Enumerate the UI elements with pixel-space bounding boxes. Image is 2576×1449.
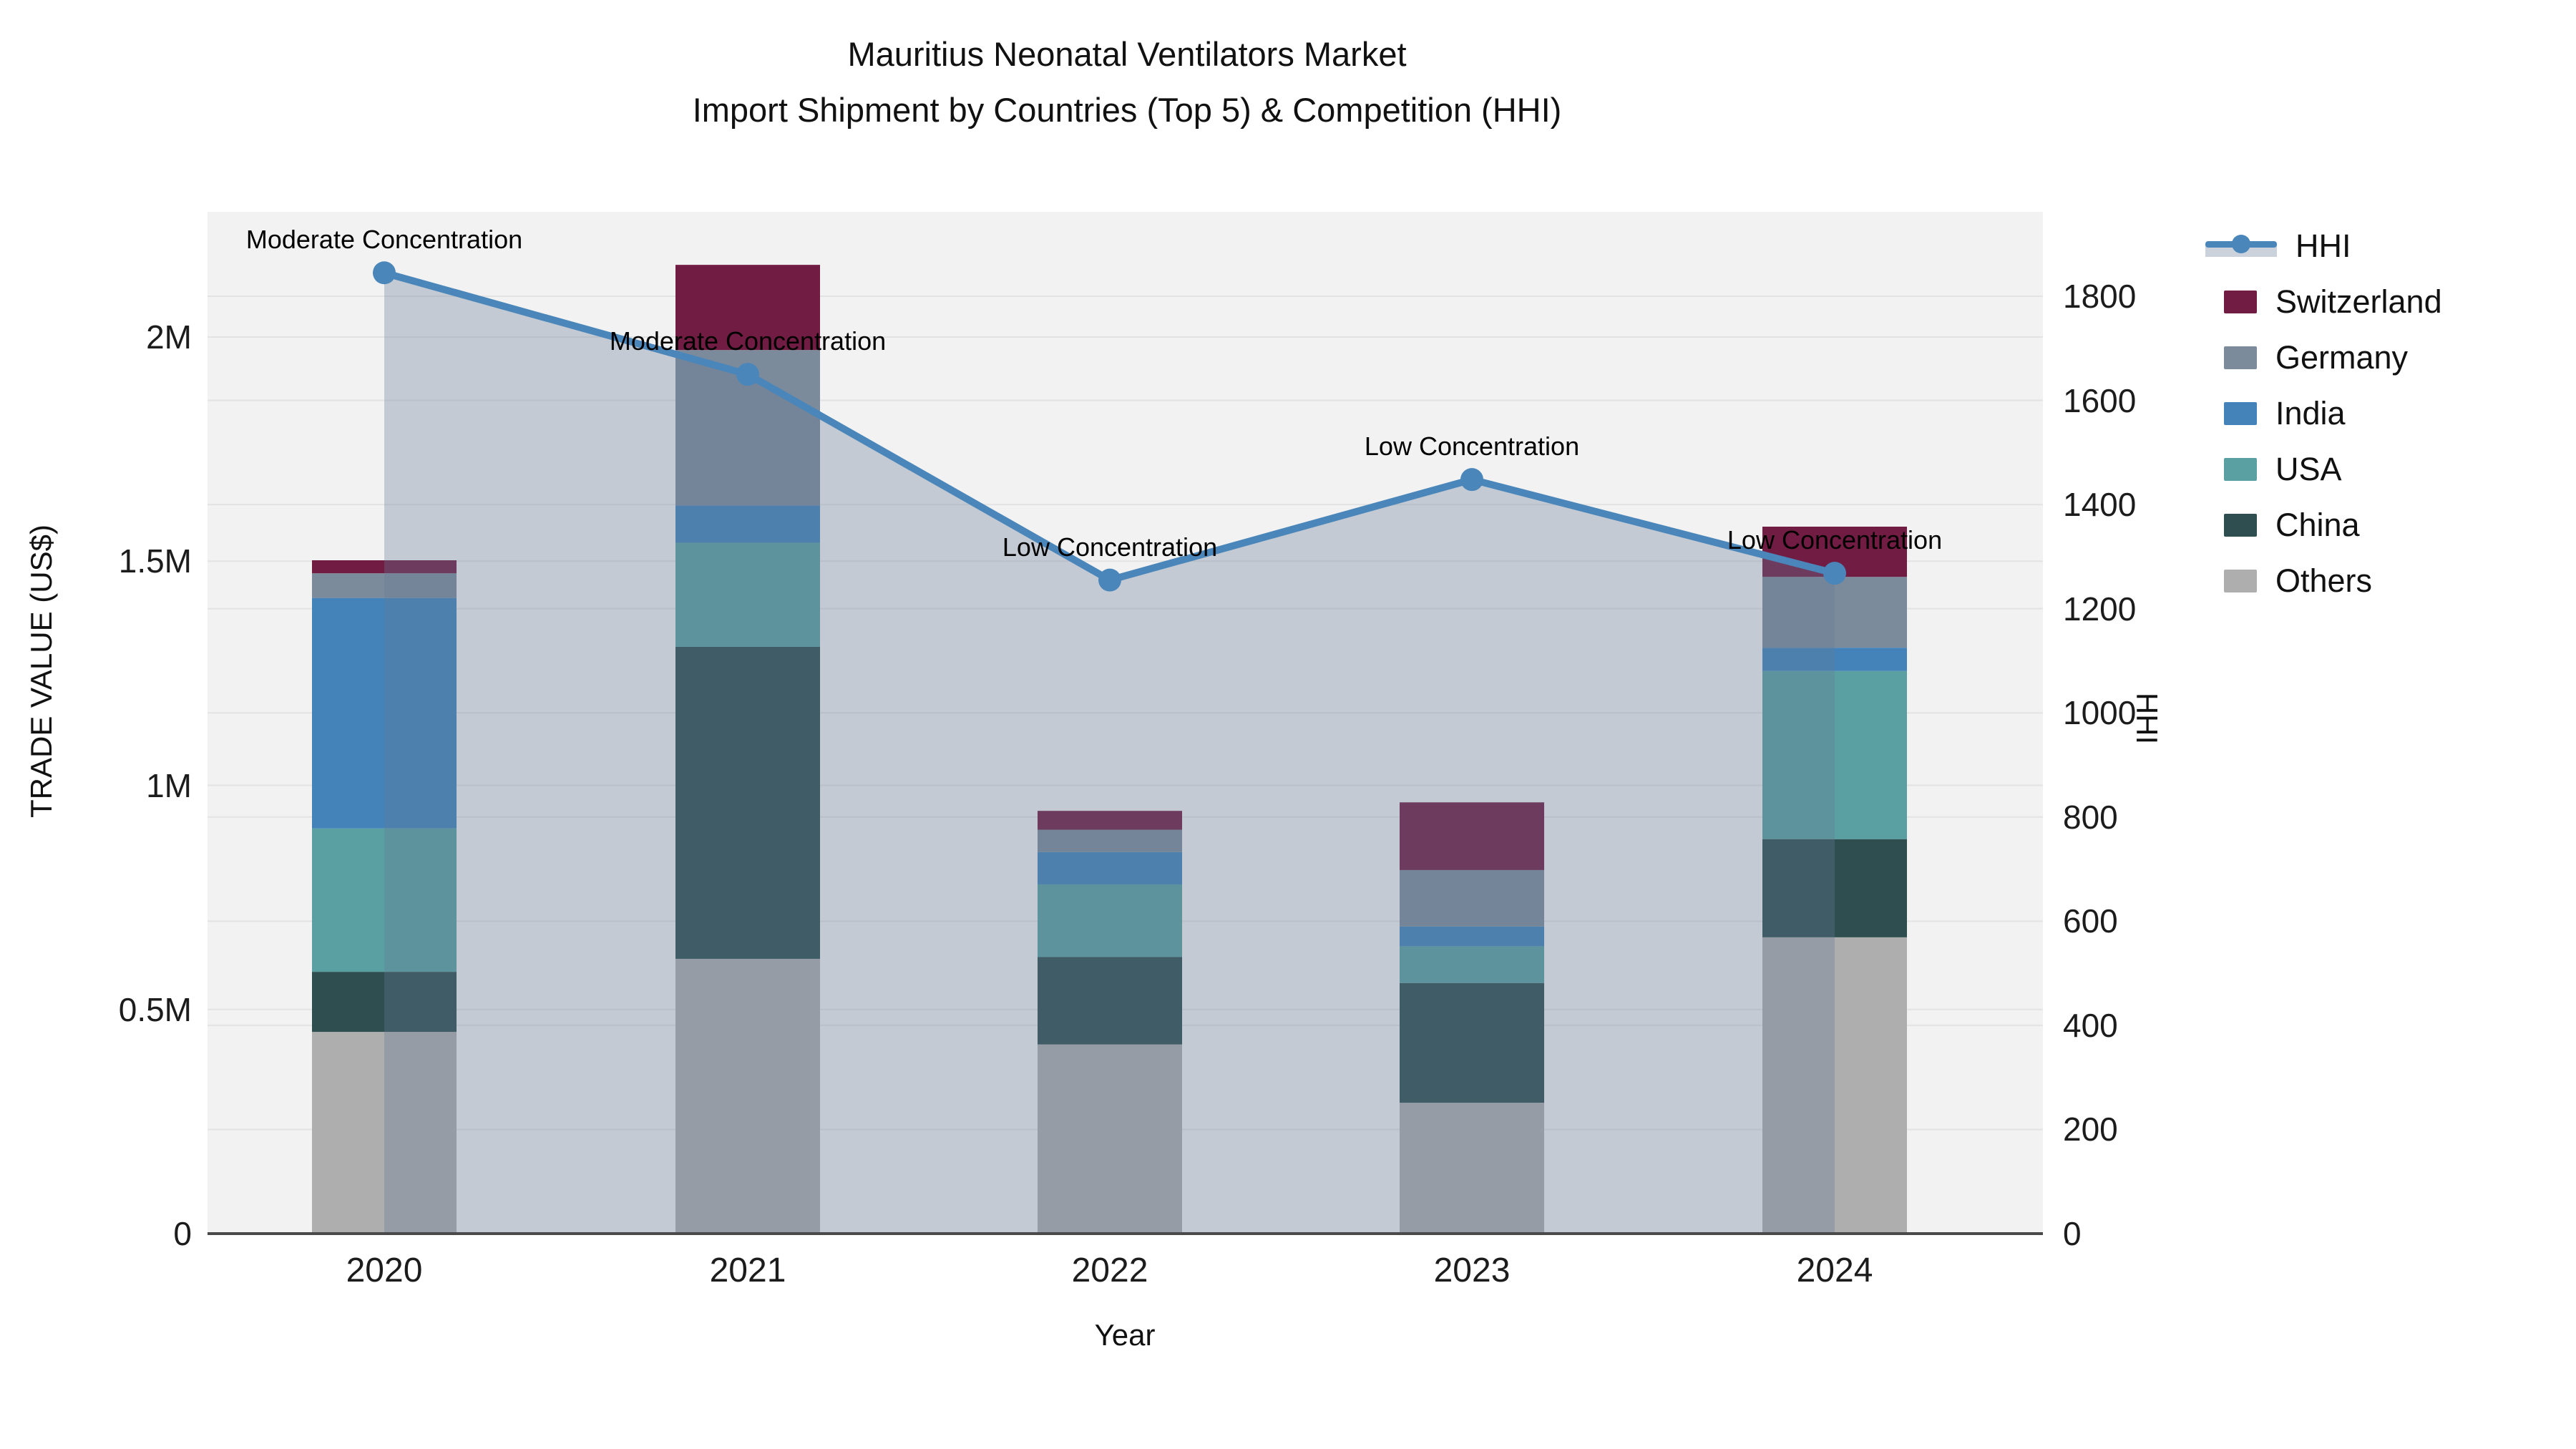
legend-swatch-icon bbox=[2224, 570, 2257, 592]
hhi-line-swatch-icon bbox=[2205, 233, 2277, 260]
legend-label: China bbox=[2275, 507, 2360, 543]
legend-swatch-icon bbox=[2224, 458, 2257, 481]
legend-label: India bbox=[2275, 395, 2346, 431]
bar-segment-india-2024 bbox=[1762, 648, 1907, 671]
y-right-tick-1600: 1600 bbox=[2063, 381, 2137, 419]
bar-segment-usa-2022 bbox=[1038, 884, 1182, 957]
bar-segment-others-2024 bbox=[1762, 937, 1907, 1234]
y-right-tick-400: 400 bbox=[2063, 1006, 2118, 1044]
bar-segment-india-2023 bbox=[1400, 926, 1544, 947]
annotation-2021: Moderate Concentration bbox=[609, 326, 887, 356]
bar-segment-china-2020 bbox=[312, 972, 457, 1033]
y-left-tick-0.5M: 0.5M bbox=[118, 990, 192, 1028]
bar-segment-china-2023 bbox=[1400, 982, 1544, 1103]
legend-swatch-icon bbox=[2224, 346, 2257, 369]
y-axis-title-left: TRADE VALUE (US$) bbox=[24, 525, 58, 818]
bar-segment-others-2020 bbox=[312, 1032, 457, 1234]
bar-segment-china-2021 bbox=[675, 646, 820, 959]
legend: HHI Switzerland Germany India USA China Others bbox=[2205, 228, 2442, 600]
legend-swatch-icon bbox=[2224, 402, 2257, 425]
x-tick-2024: 2024 bbox=[1796, 1252, 1873, 1289]
y-left-tick-2M: 2M bbox=[146, 318, 192, 356]
legend-label: HHI bbox=[2296, 228, 2351, 264]
bar-segment-india-2022 bbox=[1038, 852, 1182, 884]
bar-segment-usa-2024 bbox=[1762, 670, 1907, 839]
bar-segment-india-2020 bbox=[312, 597, 457, 829]
bar-segment-others-2023 bbox=[1400, 1103, 1544, 1234]
bar-segment-germany-2020 bbox=[312, 573, 457, 598]
y-right-tick-800: 800 bbox=[2063, 798, 2118, 836]
y-right-tick-600: 600 bbox=[2063, 902, 2118, 940]
bar-segment-china-2024 bbox=[1762, 839, 1907, 937]
hhi-marker-2022 bbox=[1098, 568, 1121, 592]
hhi-marker-2024 bbox=[1823, 562, 1846, 585]
hhi-area-fill bbox=[384, 273, 1835, 1234]
bar-segment-switzerland-2020 bbox=[312, 560, 457, 574]
bar-segment-germany-2023 bbox=[1400, 869, 1544, 927]
annotation-2020: Moderate Concentration bbox=[245, 225, 523, 255]
x-axis-title: Year bbox=[1094, 1318, 1156, 1352]
bar-segment-others-2021 bbox=[675, 958, 820, 1234]
annotation-2023: Low Concentration bbox=[1364, 431, 1580, 462]
annotation-2024: Low Concentration bbox=[1727, 525, 1943, 555]
y-left-tick-1.5M: 1.5M bbox=[118, 542, 192, 580]
legend-swatch-icon bbox=[2224, 291, 2257, 313]
legend-label: Germany bbox=[2275, 339, 2409, 376]
bar-segment-usa-2020 bbox=[312, 828, 457, 972]
bar-segment-usa-2021 bbox=[675, 542, 820, 647]
y-right-tick-1800: 1800 bbox=[2063, 278, 2137, 315]
bar-segment-germany-2024 bbox=[1762, 577, 1907, 648]
chart-title-line1: Mauritius Neonatal Ventilators Market bbox=[847, 35, 1407, 73]
x-tick-2023: 2023 bbox=[1433, 1252, 1511, 1289]
y-left-tick-1M: 1M bbox=[146, 766, 192, 804]
y-right-tick-1400: 1400 bbox=[2063, 486, 2137, 524]
chart-title-line2: Import Shipment by Countries (Top 5) & C… bbox=[692, 91, 1562, 129]
y-right-tick-0: 0 bbox=[2063, 1215, 2082, 1252]
bar-segment-germany-2022 bbox=[1038, 829, 1182, 852]
legend-label: Switzerland bbox=[2275, 283, 2442, 320]
x-tick-2020: 2020 bbox=[346, 1252, 423, 1289]
legend-item-usa[interactable]: USA bbox=[2205, 451, 2442, 488]
bar-segment-usa-2023 bbox=[1400, 946, 1544, 983]
legend-item-china[interactable]: China bbox=[2205, 507, 2442, 544]
legend-item-germany[interactable]: Germany bbox=[2205, 339, 2442, 376]
bar-segment-switzerland-2022 bbox=[1038, 811, 1182, 830]
legend-label: USA bbox=[2275, 451, 2342, 487]
bar-segment-switzerland-2023 bbox=[1400, 802, 1544, 870]
legend-item-india[interactable]: India bbox=[2205, 395, 2442, 432]
y-left-tick-0: 0 bbox=[173, 1215, 192, 1252]
hhi-marker-2023 bbox=[1460, 468, 1483, 492]
bar-segment-others-2022 bbox=[1038, 1044, 1182, 1234]
y-right-tick-200: 200 bbox=[2063, 1111, 2118, 1148]
annotation-2022: Low Concentration bbox=[1002, 532, 1218, 562]
hhi-marker-2020 bbox=[373, 261, 396, 285]
y-right-tick-1000: 1000 bbox=[2063, 694, 2137, 732]
legend-swatch-icon bbox=[2224, 514, 2257, 537]
bar-segment-india-2021 bbox=[675, 505, 820, 543]
y-right-tick-1200: 1200 bbox=[2063, 590, 2137, 628]
legend-label: Others bbox=[2275, 562, 2373, 599]
legend-item-hhi[interactable]: HHI bbox=[2205, 228, 2442, 265]
bar-segment-china-2022 bbox=[1038, 957, 1182, 1045]
legend-item-others[interactable]: Others bbox=[2205, 562, 2442, 600]
x-tick-2022: 2022 bbox=[1071, 1252, 1148, 1289]
hhi-marker-2021 bbox=[736, 363, 759, 386]
legend-item-switzerland[interactable]: Switzerland bbox=[2205, 283, 2442, 321]
bar-segment-switzerland-2021 bbox=[675, 265, 820, 351]
chart-title: Mauritius Neonatal Ventilators Market Im… bbox=[215, 34, 2039, 130]
x-tick-2021: 2021 bbox=[709, 1252, 786, 1289]
